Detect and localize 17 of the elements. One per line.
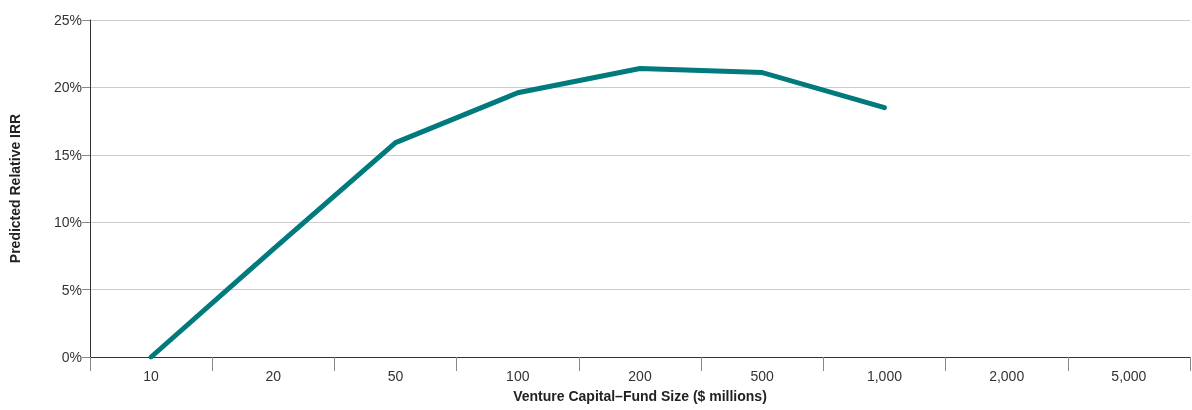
y-tick-label: 15% xyxy=(53,146,82,163)
x-tick-label: 2,000 xyxy=(989,368,1025,384)
y-tick-label: 10% xyxy=(53,214,82,231)
y-tick-label: 25% xyxy=(53,12,82,28)
x-tick-label: 100 xyxy=(506,368,530,384)
x-tick-label: 5,000 xyxy=(1111,368,1147,384)
y-axis-title: Predicted Relative IRR xyxy=(7,113,23,264)
x-axis-title: Venture Capital–Fund Size ($ millions) xyxy=(513,388,767,404)
x-tick-label: 1,000 xyxy=(866,368,903,384)
y-tick-label: 5% xyxy=(61,281,82,298)
x-tick-label: 200 xyxy=(628,368,652,384)
x-tick-label: 20 xyxy=(265,368,282,384)
x-tick-label: 50 xyxy=(387,368,404,384)
y-tick-label: 0% xyxy=(61,349,82,365)
x-tick-label: 10 xyxy=(143,368,160,384)
x-tick-label: 500 xyxy=(750,368,775,384)
y-tick-label: 20% xyxy=(53,79,82,96)
